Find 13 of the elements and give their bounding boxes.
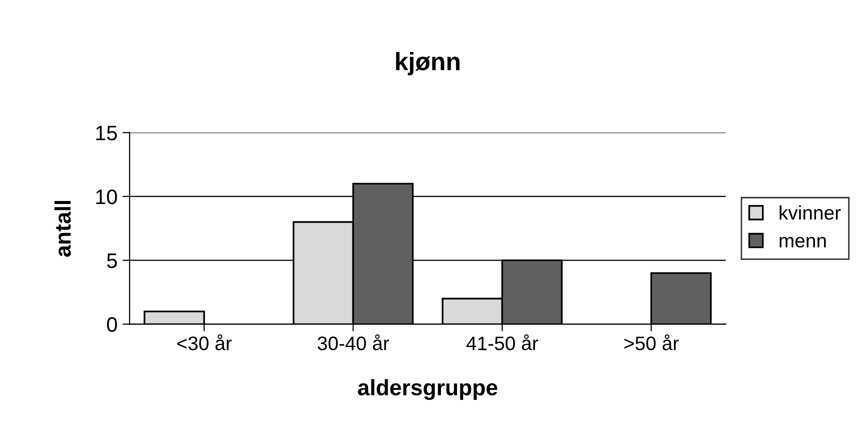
y-tick-label: 10 — [96, 189, 117, 204]
x-tick-label: <30 år — [177, 334, 232, 350]
x-tick-label: 30-40 år — [318, 334, 390, 350]
x-tick-label: 41-50 år — [466, 334, 538, 350]
y-tick-label: 0 — [107, 317, 117, 332]
chart-title: kjønn — [396, 52, 460, 76]
x-tick-label: >50 år — [624, 334, 679, 350]
y-tick-label: 15 — [96, 126, 117, 140]
x-axis-title: aldersgruppe — [358, 379, 498, 400]
y-tick-label: 5 — [107, 254, 117, 268]
legend-label: menn — [780, 236, 826, 248]
legend-label: kvinner — [780, 205, 841, 220]
y-axis-title: antall — [54, 200, 71, 257]
